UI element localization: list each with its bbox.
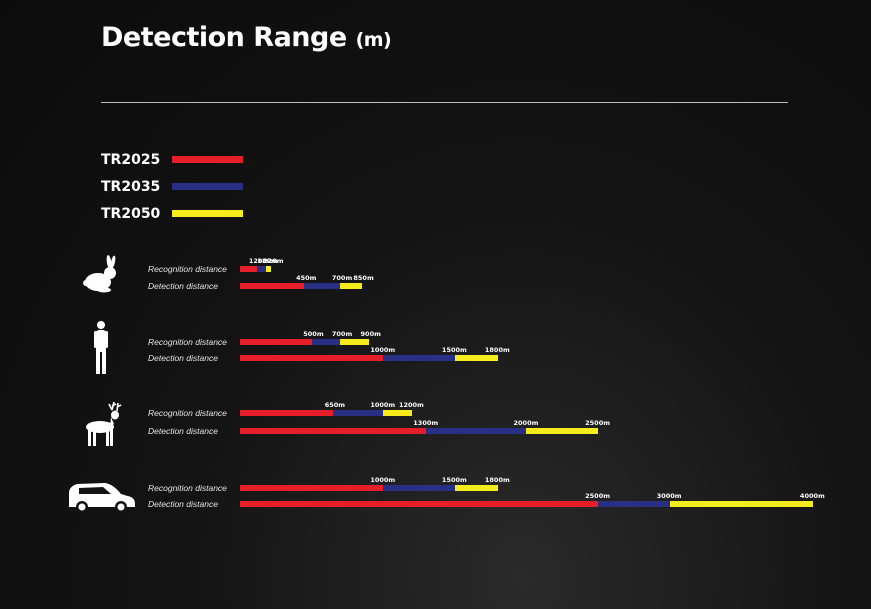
- bar-segment-tr2035: [426, 428, 527, 434]
- page-title: Detection Range (m): [101, 22, 392, 53]
- value-label: 1800m: [484, 476, 510, 484]
- row-label: Recognition distance: [148, 264, 227, 274]
- value-label: 2500m: [585, 419, 610, 427]
- row-label: Recognition distance: [148, 408, 227, 418]
- value-label: 120m: [248, 257, 270, 265]
- bar-segment-tr2025: [240, 283, 305, 289]
- bar-segment-tr2025: [240, 410, 334, 416]
- bar-segment-tr2025: [240, 355, 384, 361]
- bar-segment-tr2050: [340, 339, 369, 345]
- bar-segment-tr2025: [240, 428, 427, 434]
- row-label: Detection distance: [148, 281, 218, 291]
- bar-segment-tr2025: [240, 339, 312, 345]
- legend-label: TR2035: [101, 178, 161, 195]
- bar-segment-tr2035: [304, 283, 341, 289]
- deer-icon: [86, 401, 122, 446]
- title-unit: (m): [355, 29, 392, 51]
- legend-label: TR2025: [101, 151, 161, 168]
- bar-segment-tr2025: [240, 501, 598, 507]
- rabbit-icon: [83, 255, 116, 293]
- value-label: 700m: [331, 274, 353, 282]
- value-label: 2500m: [585, 492, 610, 500]
- bar-segment-tr2050: [454, 485, 498, 491]
- value-label: 1000m: [370, 346, 396, 354]
- value-label: 4000m: [799, 492, 825, 500]
- row-label: Detection distance: [148, 353, 218, 363]
- value-label: 180m: [257, 257, 278, 265]
- bar-segment-tr2050: [340, 283, 362, 289]
- value-label: 650m: [324, 401, 346, 409]
- value-label: 2000m: [513, 419, 539, 427]
- legend-swatch-yellow: [172, 210, 243, 217]
- bar-segment-tr2050: [383, 410, 412, 416]
- value-label: 1000m: [370, 476, 396, 484]
- bar-segment-tr2050: [669, 501, 813, 507]
- bar-segment-tr2035: [333, 410, 384, 416]
- legend-item-tr2050: TR2050: [101, 200, 243, 227]
- value-label: 500m: [303, 330, 324, 338]
- legend-item-tr2025: TR2025: [101, 146, 243, 173]
- legend-label: TR2050: [101, 205, 161, 222]
- value-label: 1800m: [484, 346, 510, 354]
- legend: TR2025 TR2035 TR2050: [101, 146, 243, 227]
- value-label: 1500m: [441, 476, 467, 484]
- bar-segment-tr2050: [526, 428, 598, 434]
- car-icon: [69, 483, 135, 513]
- row-label: Detection distance: [148, 499, 218, 509]
- value-label: 900m: [360, 330, 381, 338]
- legend-item-tr2035: TR2035: [101, 173, 243, 200]
- title-text: Detection Range: [101, 22, 347, 53]
- value-label: 1500m: [441, 346, 467, 354]
- bar-segment-tr2035: [311, 339, 341, 345]
- bar-segment-tr2035: [383, 355, 455, 361]
- bar-segment-tr2035: [598, 501, 670, 507]
- divider: [101, 102, 788, 103]
- row-label: Detection distance: [148, 426, 218, 436]
- bar-segment-tr2035: [383, 485, 455, 491]
- human-icon: [94, 321, 108, 374]
- value-label: 3000m: [656, 492, 682, 500]
- value-label: 1000m: [370, 401, 396, 409]
- bar-segment-tr2050: [454, 355, 498, 361]
- value-label: 450m: [296, 274, 317, 282]
- row-label: Recognition distance: [148, 483, 227, 493]
- bar-segment-tr2025: [240, 485, 384, 491]
- bar-segment-tr2025: [240, 266, 258, 272]
- bar-segment-tr2035: [257, 266, 266, 272]
- bar-segment-tr2050: [265, 266, 272, 272]
- value-label: 1200m: [398, 401, 424, 409]
- legend-swatch-red: [172, 156, 243, 163]
- legend-swatch-blue: [172, 183, 243, 190]
- value-label: 220m: [263, 257, 284, 265]
- value-label: 700m: [331, 330, 353, 338]
- value-label: 1300m: [413, 419, 439, 427]
- row-label: Recognition distance: [148, 337, 227, 347]
- value-label: 850m: [353, 274, 374, 282]
